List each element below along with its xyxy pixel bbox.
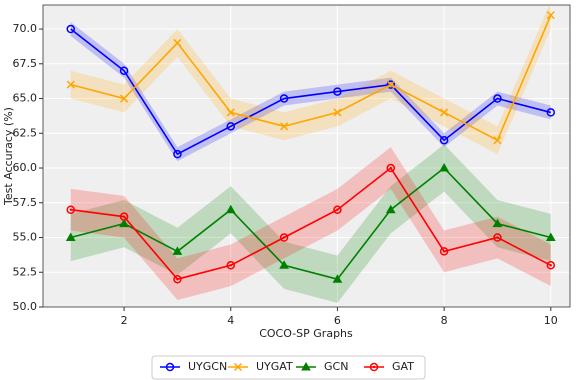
marker — [333, 205, 342, 214]
legend-label: UYGAT — [256, 360, 293, 373]
marker-ring — [119, 212, 129, 221]
marker-dot — [336, 208, 339, 211]
marker-dot — [549, 264, 552, 267]
marker — [225, 204, 236, 214]
marker-ring — [369, 362, 379, 372]
marker — [279, 260, 289, 269]
marker-dot — [122, 215, 126, 218]
y-tick-label: 60.0 — [13, 161, 38, 174]
plot-frame — [42, 4, 571, 308]
marker — [333, 108, 342, 117]
marker — [226, 122, 236, 131]
marker — [65, 232, 76, 242]
x-tick-label: 4 — [227, 314, 234, 327]
marker — [173, 274, 182, 284]
y-tick-label: 70.0 — [13, 22, 38, 35]
marker — [439, 163, 449, 172]
y-tick-label: 67.5 — [13, 57, 38, 70]
marker-ring — [493, 233, 502, 242]
legend-box — [151, 355, 426, 380]
marker — [301, 361, 311, 371]
marker — [119, 212, 129, 221]
marker — [66, 205, 75, 214]
marker — [546, 108, 556, 117]
marker — [493, 94, 502, 103]
y-tick-label: 57.5 — [13, 196, 38, 209]
series-line — [70, 14, 552, 142]
marker-ring — [546, 261, 556, 270]
marker-dot — [496, 236, 499, 239]
marker — [332, 274, 343, 283]
marker — [119, 66, 129, 75]
marker-ring — [173, 274, 182, 284]
marker — [386, 163, 396, 173]
x-axis-label: COCO-SP Graphs — [259, 327, 353, 340]
marker — [226, 261, 236, 270]
marker — [279, 233, 289, 242]
plot-area — [43, 5, 570, 307]
marker — [120, 94, 129, 103]
marker — [546, 261, 556, 270]
marker-dot — [372, 365, 376, 369]
series-line — [70, 166, 551, 281]
series-line — [70, 28, 551, 156]
marker — [333, 87, 342, 96]
error-band — [70, 1, 551, 155]
marker-dot — [69, 208, 72, 211]
x-tick-label: 6 — [334, 314, 341, 327]
marker — [369, 362, 379, 372]
marker — [172, 246, 183, 255]
marker — [226, 108, 235, 117]
y-axis-label: Test Accuracy (%) — [2, 107, 15, 206]
marker-dot — [389, 166, 392, 170]
marker — [173, 149, 182, 159]
y-tick-label: 50.0 — [13, 300, 38, 313]
marker-ring — [333, 205, 342, 214]
marker — [66, 80, 75, 89]
marker — [233, 362, 243, 372]
marker — [119, 218, 129, 228]
marker — [492, 218, 503, 228]
marker — [493, 233, 502, 242]
series-line — [70, 166, 552, 281]
x-tick-label: 2 — [121, 314, 128, 327]
y-tick-label: 65.0 — [13, 92, 38, 105]
marker-ring — [386, 163, 396, 173]
marker — [493, 136, 502, 145]
marker — [165, 362, 175, 372]
marker-ring — [439, 247, 449, 256]
x-tick-label: 10 — [544, 314, 558, 327]
marker-dot — [442, 250, 446, 253]
marker-dot — [229, 264, 232, 267]
y-tick-label: 52.5 — [13, 265, 38, 278]
marker — [66, 24, 75, 34]
marker — [279, 94, 289, 103]
legend-label: GCN — [324, 360, 348, 373]
marker — [280, 122, 289, 131]
marker-ring — [226, 261, 236, 270]
legend-label: GAT — [392, 360, 414, 373]
marker — [385, 204, 396, 214]
marker — [440, 108, 449, 117]
x-tick-label: 8 — [441, 314, 448, 327]
marker-ring — [279, 233, 289, 242]
y-tick-label: 55.0 — [13, 231, 38, 244]
marker — [173, 38, 182, 47]
marker — [439, 135, 449, 145]
y-tick-label: 62.5 — [13, 126, 38, 139]
marker — [546, 11, 555, 20]
marker — [439, 247, 449, 256]
legend-label: UYGCN — [188, 360, 227, 373]
marker-dot — [176, 278, 179, 281]
marker-dot — [282, 236, 286, 239]
marker — [386, 80, 396, 89]
error-band — [70, 144, 551, 303]
marker — [386, 80, 395, 89]
marker — [545, 232, 556, 242]
marker-ring — [66, 205, 75, 214]
